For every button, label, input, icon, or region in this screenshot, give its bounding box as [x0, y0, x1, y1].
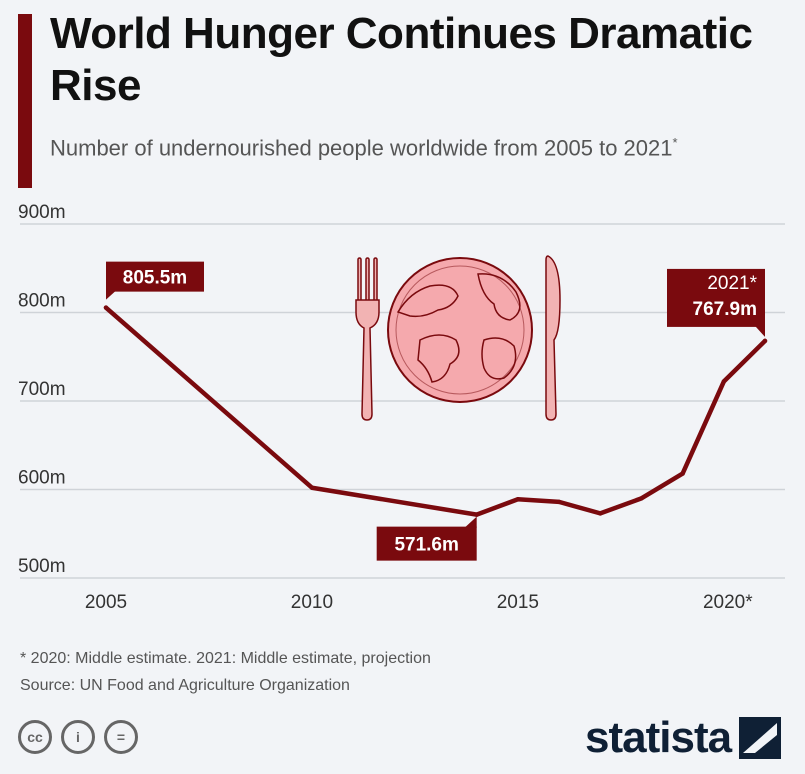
annotation-label: 805.5m [106, 261, 204, 300]
page-title: World Hunger Continues Dramatic Rise [50, 9, 753, 110]
data-point [556, 499, 562, 505]
knife-icon [545, 255, 561, 421]
series-line [103, 305, 768, 517]
data-point [762, 338, 768, 344]
brand-name: statista [585, 713, 732, 762]
statista-logo[interactable]: statista [585, 713, 782, 762]
chart-grid: 500m 600m 700m 800m 900m 2005 2010 2015 2020* [18, 202, 785, 613]
chart-subtitle: Number of undernourished people worldwid… [50, 128, 750, 163]
data-point [515, 497, 521, 502]
annotation-label: 571.6m [376, 516, 477, 561]
line-chart: 500m 600m 700m 800m 900m 2005 2010 2015 2020* 80… [18, 202, 785, 613]
annotation-text: 805.5m [123, 268, 187, 289]
cc-icon[interactable]: cc [18, 720, 52, 754]
y-tick-label: 600m [18, 468, 66, 489]
data-point [103, 305, 109, 310]
data-point [598, 511, 603, 516]
data-point [639, 496, 644, 501]
nd-icon[interactable]: = [104, 720, 138, 754]
chart-footnote: * 2020: Middle estimate. 2021: Middle es… [20, 645, 431, 699]
plate-illustration [355, 255, 561, 421]
y-tick-label: 500m [18, 556, 66, 577]
annotation-text: 2021* [707, 273, 757, 294]
title-accent-bar [18, 14, 32, 188]
statista-mark-icon [739, 717, 782, 759]
source-text: Source: UN Food and Agriculture Organiza… [20, 677, 350, 694]
data-points [103, 305, 768, 517]
annotation-text: 571.6m [394, 535, 458, 556]
x-tick-label: 2020* [703, 592, 753, 613]
y-tick-label: 900m [18, 202, 66, 223]
annotation-label: 2021* 767.9m [667, 268, 765, 337]
x-tick-label: 2010 [291, 592, 333, 613]
data-point [721, 379, 727, 384]
license-icons: cc i = [18, 720, 138, 754]
data-point [680, 471, 685, 476]
by-icon[interactable]: i [61, 720, 95, 754]
annotation-text: 767.9m [693, 299, 757, 320]
subtitle-text: Number of undernourished people worldwid… [50, 135, 673, 161]
footnote-text: * 2020: Middle estimate. 2021: Middle es… [20, 650, 431, 667]
data-point [474, 512, 479, 517]
fork-icon [355, 257, 380, 421]
globe-plate-icon [387, 257, 533, 403]
x-tick-label: 2015 [497, 592, 539, 613]
subtitle-footnote-mark: * [672, 135, 678, 150]
chart-annotations: 805.5m 571.6m 2021* 767.9m [106, 261, 765, 561]
data-point [309, 485, 315, 490]
y-tick-label: 800m [18, 291, 66, 312]
x-tick-label: 2005 [85, 592, 127, 613]
y-tick-label: 700m [18, 379, 66, 400]
